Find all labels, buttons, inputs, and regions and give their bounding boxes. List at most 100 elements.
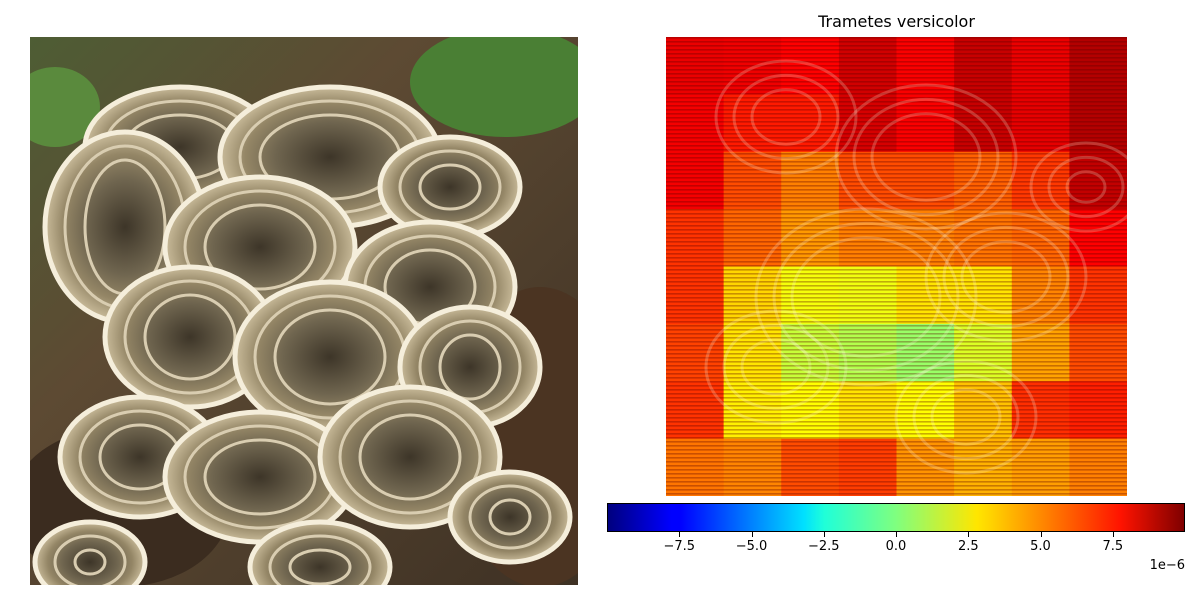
stripe-artifact bbox=[666, 421, 1127, 423]
heatmap-cell bbox=[666, 37, 725, 95]
heatmap-cell bbox=[1011, 438, 1070, 496]
stripe-artifact bbox=[666, 73, 1127, 75]
heatmap-cell bbox=[1011, 381, 1070, 440]
stripe-artifact bbox=[666, 309, 1127, 311]
heatmap-cell bbox=[1011, 151, 1070, 210]
colorbar-tick-label: 0.0 bbox=[885, 539, 907, 554]
stripe-artifact bbox=[666, 453, 1127, 455]
heatmap-cell bbox=[723, 151, 782, 210]
stripe-artifact bbox=[666, 185, 1127, 187]
stripe-artifact bbox=[666, 457, 1127, 459]
mushroom-cap bbox=[32, 519, 148, 585]
ghost-swirl bbox=[1047, 155, 1125, 219]
mushroom-cap bbox=[447, 469, 573, 565]
mushroom-cap bbox=[438, 333, 502, 401]
stripe-artifact bbox=[666, 305, 1127, 307]
colorbar-tick bbox=[751, 532, 753, 537]
colorbar bbox=[607, 503, 1185, 532]
colorbar-tick bbox=[1112, 532, 1114, 537]
ghost-swirl bbox=[1065, 170, 1107, 204]
stripe-artifact bbox=[666, 481, 1127, 483]
stripe-artifact bbox=[666, 233, 1127, 235]
colorbar-tick bbox=[968, 532, 970, 537]
colorbar-tick bbox=[679, 532, 681, 537]
heatmap-cell bbox=[896, 438, 955, 496]
heatmap-cell bbox=[781, 266, 840, 325]
stripe-artifact bbox=[666, 405, 1127, 407]
stripe-artifact bbox=[666, 253, 1127, 255]
ghost-swirl bbox=[750, 88, 822, 146]
heatmap-cell bbox=[1069, 266, 1127, 325]
heatmap-cell bbox=[896, 323, 955, 382]
mushroom-cap bbox=[358, 413, 462, 501]
stripe-artifact bbox=[666, 477, 1127, 479]
stripe-artifact bbox=[666, 149, 1127, 151]
stripe-artifact bbox=[666, 365, 1127, 367]
stripe-artifact bbox=[666, 273, 1127, 275]
colorbar-tick-label: 7.5 bbox=[1102, 539, 1124, 554]
heatmap-cell bbox=[838, 438, 898, 496]
stripe-artifact bbox=[666, 241, 1127, 243]
mushroom-cap bbox=[338, 399, 482, 515]
stripe-artifact bbox=[666, 161, 1127, 163]
stripe-artifact bbox=[666, 205, 1127, 207]
heatmap-cell bbox=[838, 37, 898, 95]
ghost-swirl bbox=[870, 112, 982, 202]
stripe-artifact bbox=[666, 345, 1127, 347]
stripe-artifact bbox=[666, 301, 1127, 303]
mushroom-cap bbox=[468, 484, 552, 550]
stripe-artifact bbox=[666, 209, 1127, 211]
heatmap-cell bbox=[666, 94, 725, 153]
chart-title: Trametes versicolor bbox=[818, 12, 975, 31]
stripe-artifact bbox=[666, 289, 1127, 291]
stripe-artifact bbox=[666, 461, 1127, 463]
stripe-artifact bbox=[666, 229, 1127, 231]
stripe-artifact bbox=[666, 489, 1127, 491]
mushroom-cap bbox=[53, 534, 127, 585]
stripe-artifact bbox=[666, 297, 1127, 299]
heatmap-plot bbox=[666, 37, 1127, 496]
mushroom-cap bbox=[247, 519, 393, 585]
ghost-swirl bbox=[740, 338, 812, 396]
stripe-artifact bbox=[666, 437, 1127, 439]
stripe-artifact bbox=[666, 257, 1127, 259]
stripe-artifact bbox=[666, 445, 1127, 447]
heatmap-cell bbox=[954, 438, 1013, 496]
stripe-artifact bbox=[666, 45, 1127, 47]
heatmap-cell bbox=[666, 381, 725, 440]
stripe-artifact bbox=[666, 425, 1127, 427]
stripe-artifact bbox=[666, 321, 1127, 323]
stripe-artifact bbox=[666, 193, 1127, 195]
stripe-artifact bbox=[666, 65, 1127, 67]
stripe-artifact bbox=[666, 333, 1127, 335]
heatmap-cell bbox=[781, 94, 840, 153]
stripe-artifact bbox=[666, 237, 1127, 239]
mushroom-cap bbox=[203, 438, 317, 516]
stripe-artifact bbox=[666, 169, 1127, 171]
stripe-artifact bbox=[666, 153, 1127, 155]
heatmap-cell bbox=[666, 151, 725, 210]
stripe-artifact bbox=[666, 361, 1127, 363]
stripe-artifact bbox=[666, 381, 1127, 383]
mushroom-cap bbox=[317, 384, 503, 530]
stripe-artifact bbox=[666, 201, 1127, 203]
ghost-swirl bbox=[790, 236, 942, 358]
heatmap-cell bbox=[838, 209, 898, 268]
mushroom-cap bbox=[143, 293, 237, 381]
heatmap-cell bbox=[1069, 438, 1127, 496]
stripe-artifact bbox=[666, 249, 1127, 251]
heatmap-cell bbox=[723, 37, 782, 95]
stripe-artifact bbox=[666, 417, 1127, 419]
stripe-artifact bbox=[666, 165, 1127, 167]
stripe-artifact bbox=[666, 469, 1127, 471]
stripe-artifact bbox=[666, 157, 1127, 159]
heatmap-cell bbox=[838, 381, 898, 440]
heatmap-cell bbox=[781, 37, 840, 95]
mushroom-cap bbox=[268, 534, 372, 585]
stripe-artifact bbox=[666, 293, 1127, 295]
stripe-artifact bbox=[666, 393, 1127, 395]
stripe-artifact bbox=[666, 101, 1127, 103]
stripe-artifact bbox=[666, 49, 1127, 51]
heatmap-cell bbox=[1011, 37, 1070, 95]
stripe-artifact bbox=[666, 57, 1127, 59]
